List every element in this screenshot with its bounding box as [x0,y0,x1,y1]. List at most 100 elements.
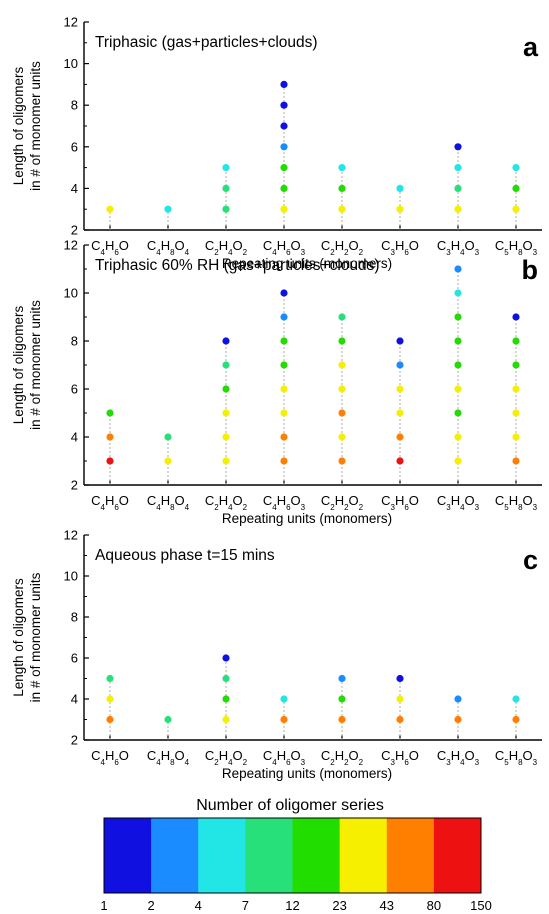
data-point [164,433,172,441]
y-tick-label: 12 [64,238,78,253]
x-tick-label: C2H2O2 [321,493,364,512]
colorbar-swatch [151,818,199,893]
x-tick-label: C3H6O [381,238,419,257]
data-point [280,184,288,192]
colorbar-tick-label: 12 [285,898,299,913]
data-point [396,695,404,703]
data-point [164,205,172,213]
data-point [106,674,114,683]
panel-letter: a [523,32,539,62]
data-point [454,385,462,393]
data-point [280,715,288,724]
y-tick-label: 12 [64,528,78,543]
panel-letter: b [522,255,539,285]
chart-panel-b: 2 4 6 8 10 12 C4H6O C4H8O4 C2H4O2 C4H6O3 C2H2O2 C3H… [11,238,542,526]
data-point [280,457,288,465]
colorbar-tick-label: 7 [242,898,249,913]
data-point [396,361,404,369]
data-point [164,457,172,465]
y-axis-label: Length of oligomers [11,66,26,185]
data-point [222,457,230,465]
chart-panel-c: 2 4 6 8 10 12 C4H6O C4H8O4 C2H4O2 C4H6O3 C2H2O2 C3H… [11,528,542,781]
panel-annotation: Aqueous phase t=15 mins [95,547,275,564]
chart-panel-a: 2 4 6 8 10 12 C4H6O C4H8O4 C2H4O2 C4H6O3 C2H2O2 C3H… [11,15,542,271]
x-tick-label: C2H2O2 [321,238,364,257]
x-axis-label: Repeating units (monomers) [222,256,392,271]
data-point [338,184,346,192]
colorbar-tick-label: 4 [195,898,202,913]
y-tick-label: 2 [71,478,78,493]
data-point [454,289,462,297]
data-point [512,205,520,213]
data-point [454,265,462,273]
colorbar-tick-label: 150 [470,898,492,913]
data-point [280,164,288,172]
y-axis-label: Length of oligomers [11,578,26,697]
y-tick-label: 8 [71,334,78,349]
data-point [396,409,404,417]
x-axis-label: Repeating units (monomers) [222,766,392,781]
data-point [454,184,462,192]
data-point [338,205,346,213]
data-point [512,385,520,393]
data-point [222,184,230,192]
colorbar-tick-label: 43 [380,898,394,913]
data-point [454,457,462,465]
x-tick-label: C4H8O4 [147,748,190,767]
data-point [454,433,462,441]
colorbar-frame [103,817,482,894]
data-point [454,143,462,151]
data-point [396,433,404,441]
x-tick-label: C3H4O3 [437,238,480,257]
x-tick-label: C2H4O2 [205,748,248,767]
data-point [338,164,346,172]
data-point [512,433,520,441]
y-axis-label: in # of monomer units [28,300,43,430]
colorbar-title: Number of oligomer series [196,797,384,814]
x-tick-label: C4H8O4 [147,493,190,512]
data-point [454,361,462,369]
data-point [106,433,114,441]
panel-annotation: Triphasic 60% RH (gas+particles+clouds) [95,257,380,274]
y-tick-label: 10 [64,56,78,71]
data-point [280,409,288,417]
colorbar-swatch [245,818,293,893]
data-point [280,80,288,88]
data-point [280,433,288,441]
panel-annotation: Triphasic (gas+particles+clouds) [95,34,318,51]
data-point [222,361,230,369]
data-point [512,409,520,417]
colorbar-swatch [292,818,341,893]
data-point [280,122,288,130]
y-tick-label: 2 [71,733,78,748]
data-point [512,361,520,369]
data-point [280,361,288,369]
x-tick-label: C4H8O4 [147,238,190,257]
data-point [106,457,114,465]
x-tick-label: C2H4O2 [205,493,248,512]
data-point [512,715,520,724]
data-point [222,715,230,724]
y-axis-label: Length of oligomers [11,305,26,424]
data-point [512,313,520,321]
colorbar-swatch [433,818,482,893]
x-tick-label: C3H6O [381,493,419,512]
x-tick-label: C3H6O [381,748,419,767]
data-point [454,164,462,172]
data-point [512,337,520,345]
y-tick-label: 8 [71,98,78,113]
data-point [396,205,404,213]
x-tick-label: C5H8O3 [495,748,538,767]
data-point [222,337,230,345]
data-point [338,674,346,683]
data-point [338,409,346,417]
data-point [512,457,520,465]
data-point [338,695,346,703]
data-point [338,715,346,724]
data-point [338,457,346,465]
data-point [280,101,288,109]
data-point [512,695,520,703]
data-point [280,695,288,703]
colorbar-swatch [104,818,152,893]
colorbar-swatch [386,818,435,893]
